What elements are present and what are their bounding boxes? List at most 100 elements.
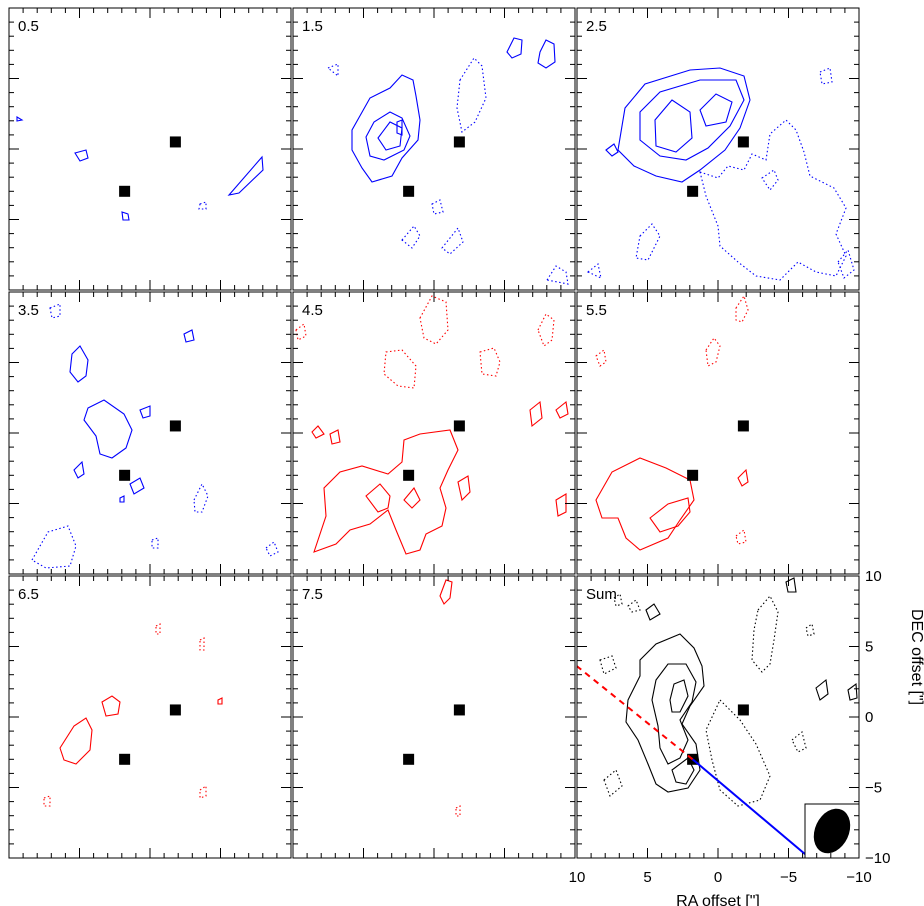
positive-contour	[396, 119, 403, 136]
positive-contour	[365, 483, 391, 513]
positive-contour	[654, 99, 693, 153]
source-marker	[403, 753, 415, 765]
panel-6-5: 6.5	[8, 575, 292, 859]
negative-contour	[705, 699, 771, 807]
positive-contour	[645, 603, 661, 621]
negative-contour	[401, 225, 421, 249]
ticks	[292, 575, 576, 859]
panel-label: 0.5	[18, 18, 39, 35]
source-marker	[687, 185, 699, 197]
negative-contour	[546, 265, 569, 285]
x-tick-label: −5	[780, 869, 797, 886]
positive-contour	[351, 74, 421, 183]
negative-contour	[599, 655, 617, 675]
panels-layer: 0.5 1.5 2.5 3.5 4.5 5.5 6.5 7.5 Sum	[8, 7, 860, 859]
negative-contour	[699, 119, 847, 281]
negative-contour	[819, 67, 833, 85]
positive-contour	[313, 429, 459, 555]
panel-1-5: 1.5	[292, 7, 576, 291]
negative-contour	[155, 623, 161, 635]
ticks	[576, 575, 860, 859]
source-marker	[737, 136, 749, 148]
y-tick-label: 5	[865, 639, 873, 656]
panel-3-5: 3.5	[8, 291, 292, 575]
positive-contour	[699, 93, 733, 127]
negative-contour	[751, 595, 779, 673]
positive-contour	[457, 475, 471, 502]
panel-2-5: 2.5	[576, 7, 860, 291]
panel-label: 5.5	[586, 302, 607, 319]
contour-group	[599, 577, 858, 807]
positive-contour	[74, 149, 89, 162]
positive-contour	[669, 679, 689, 713]
negative-contour	[837, 248, 855, 279]
panel-label: 2.5	[586, 18, 607, 35]
panel-frame	[292, 291, 576, 575]
y-tick-label: −5	[865, 780, 882, 797]
source-marker	[119, 469, 131, 481]
outflow-axis-blue	[691, 758, 811, 859]
panel-frame	[292, 575, 576, 859]
negative-contour	[441, 226, 464, 255]
positive-contour	[83, 399, 133, 459]
x-tick-label: −10	[846, 869, 871, 886]
negative-contour	[151, 537, 159, 549]
positive-contour	[537, 39, 556, 69]
positive-contour	[651, 663, 697, 765]
panel-5-5: 5.5	[576, 291, 860, 575]
positive-contour	[815, 678, 829, 701]
positive-contour	[377, 121, 403, 151]
negative-contour	[761, 169, 779, 191]
negative-contour	[603, 769, 623, 797]
negative-contour	[31, 525, 77, 569]
panel-4-5: 4.5	[292, 291, 576, 575]
panel-label: Sum	[586, 586, 617, 603]
panel-frame	[8, 575, 292, 859]
positive-contour	[183, 329, 195, 343]
negative-contour	[383, 349, 417, 389]
outflow-axis-red	[576, 665, 694, 761]
y-tick-label: 10	[865, 568, 882, 585]
positive-contour	[139, 405, 151, 419]
negative-contour	[199, 784, 207, 799]
contour-group	[595, 294, 749, 551]
y-axis-label: DEC offset ["]	[908, 609, 924, 705]
negative-contour	[198, 201, 207, 210]
positive-contour	[311, 425, 325, 439]
negative-contour	[193, 482, 209, 513]
positive-contour	[555, 400, 569, 419]
beam-ellipse	[813, 808, 851, 854]
source-marker	[119, 753, 131, 765]
positive-contour	[227, 155, 264, 196]
x-axis-label: RA offset ["]	[676, 893, 760, 906]
positive-contour	[403, 487, 421, 509]
panel-label: 6.5	[18, 586, 39, 603]
positive-contour	[73, 460, 85, 479]
negative-contour	[805, 623, 815, 637]
negative-contour	[586, 263, 602, 279]
axis-layer: 10 10 5 5 0 0 −5 −5 −10 −10 RA offset ["] DEC offse…	[569, 568, 924, 906]
panel-frame	[576, 7, 860, 291]
positive-contour	[101, 695, 121, 717]
positive-contour	[605, 143, 619, 157]
negative-contour	[537, 313, 555, 347]
positive-contour	[217, 697, 223, 705]
negative-contour	[419, 295, 449, 345]
panel-label: 4.5	[302, 302, 323, 319]
contour-group	[295, 295, 569, 555]
source-marker	[119, 185, 131, 197]
negative-contour	[479, 347, 501, 377]
panel-0-5: 0.5	[8, 7, 292, 291]
negative-contour	[456, 57, 487, 133]
panel-frame	[576, 291, 860, 575]
ticks	[8, 7, 292, 291]
positive-contour	[59, 717, 93, 765]
panel-label: 1.5	[302, 18, 323, 35]
source-marker	[453, 136, 465, 148]
positive-contour	[439, 579, 453, 605]
negative-contour	[455, 805, 461, 817]
y-tick-label: −10	[865, 850, 890, 867]
negative-contour	[735, 294, 749, 323]
positive-contour	[506, 37, 523, 59]
ticks	[292, 291, 576, 575]
